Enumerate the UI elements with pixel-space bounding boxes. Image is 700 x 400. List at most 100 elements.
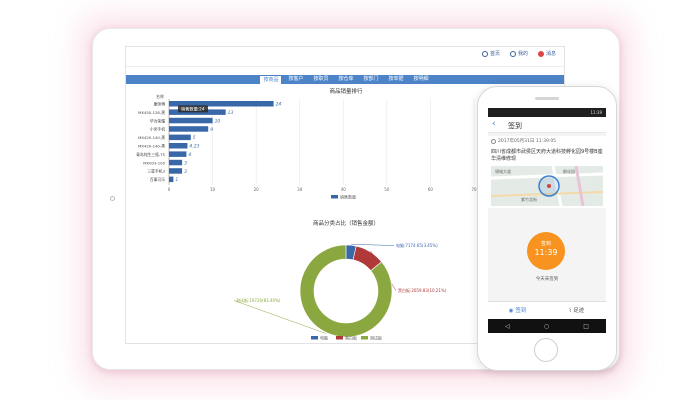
- nav-tab-4[interactable]: 按部门: [363, 76, 379, 82]
- top-links: 首页 我的 消息: [481, 50, 556, 57]
- category-label: MX420-140-黑: [138, 144, 165, 149]
- category-label: 青岛纯生三瓶-TS: [136, 152, 165, 157]
- bar-value-label: 1: [175, 177, 178, 183]
- x-tick-label: 0: [168, 187, 171, 192]
- x-tick-label: 70: [471, 187, 477, 192]
- nav-back-icon[interactable]: ◁: [505, 322, 510, 330]
- map-graphic: 锦城大道 孵化园 紫竹北街: [491, 166, 603, 206]
- checkin-card: 2017年05月31日 11:39:05 四川省成都市武侯区天府大道科技孵化园9…: [488, 136, 606, 208]
- tablet-topbar: 首页 我的 消息: [126, 47, 564, 67]
- bar[interactable]: [169, 126, 209, 132]
- bar-value-label: 4.23: [189, 144, 199, 150]
- bar[interactable]: [169, 176, 174, 183]
- bar-value-label: 5: [193, 135, 196, 141]
- pie-slice-label: 测试板:19720(83.40%): [236, 297, 281, 303]
- phone-status-bar: 11:39: [488, 108, 606, 117]
- top-link-1[interactable]: 我的: [509, 50, 528, 57]
- category-label: MX450-128-黑: [138, 110, 165, 115]
- bar-legend-swatch: [331, 195, 338, 199]
- pie-legend-swatch: [361, 336, 368, 340]
- pie-legend-swatch: [336, 336, 343, 340]
- top-link-label: 我的: [517, 51, 528, 57]
- nav-tab-5[interactable]: 按单据: [388, 76, 404, 82]
- tab-checkin-label: 签到: [515, 308, 527, 314]
- pie-label-line: [233, 300, 326, 334]
- x-tick-label: 50: [384, 187, 390, 192]
- x-tick-label: 10: [210, 187, 216, 192]
- category-share-chart: 商品分类占比（销售金额） 电脑:7174.65(3.45%) 黑白板:2059.83…: [233, 219, 447, 340]
- pie-legend-swatch: [311, 336, 318, 340]
- top-link-label: 消息: [545, 51, 556, 57]
- top-link-2[interactable]: 消息: [537, 50, 556, 57]
- location-map[interactable]: 锦城大道 孵化园 紫竹北街: [491, 166, 603, 206]
- x-tick-label: 60: [428, 187, 434, 192]
- category-label: 百事可乐: [150, 177, 165, 182]
- android-nav-bar: ◁ ○ □: [488, 319, 606, 333]
- bar-tooltip-text: 销售数量:24: [181, 105, 205, 112]
- bar-value-label: 10: [215, 118, 221, 124]
- x-tick-label: 30: [297, 187, 303, 192]
- phone-header: ‹ 签到: [488, 117, 606, 133]
- map-label-1: 锦城大道: [495, 168, 511, 174]
- tablet-camera: [110, 196, 115, 201]
- user-icon: [509, 50, 516, 57]
- pie-slice-label: 黑白板:2059.83(10.21%): [398, 287, 447, 293]
- nav-tab-6[interactable]: 按明细: [413, 76, 429, 82]
- checkin-button[interactable]: 签到 11:39: [527, 232, 565, 270]
- nav-home-icon[interactable]: ○: [543, 322, 550, 330]
- bar[interactable]: [169, 117, 213, 124]
- bar-chart-title: 商品销量排行: [329, 87, 363, 95]
- bar-value-label: 4: [188, 152, 191, 158]
- phone-tabbar: ◉ 签到 ⌇ 足迹: [488, 301, 606, 319]
- bar-legend-label: 销售数量: [340, 193, 356, 199]
- category-label: 三星手机3: [147, 169, 165, 174]
- phone-title: 签到: [508, 122, 522, 130]
- datetime-text: 2017年05月31日 11:39:05: [498, 139, 557, 144]
- bar[interactable]: [169, 143, 188, 149]
- pie-legend-label: 黑白板: [345, 334, 357, 340]
- checkin-datetime: 2017年05月31日 11:39:05: [491, 138, 603, 144]
- bell-icon: [537, 50, 544, 57]
- pie-slice-label: 电脑:7174.65(3.45%): [396, 242, 438, 248]
- nav-tab-2[interactable]: 按职员: [313, 76, 329, 82]
- bar[interactable]: [169, 159, 183, 166]
- category-label: MX420-140-黑: [138, 135, 165, 140]
- pie-chart-title: 商品分类占比（销售金额）: [313, 219, 379, 227]
- pie-legend-label: 测试板: [370, 334, 382, 340]
- tab-footprint[interactable]: ⌇ 足迹: [568, 308, 585, 314]
- phone-speaker: [535, 97, 559, 100]
- bar[interactable]: [169, 168, 183, 174]
- top-link-label: 首页: [489, 51, 500, 57]
- back-icon[interactable]: ‹: [492, 119, 496, 129]
- nav-tab-1[interactable]: 按客户: [288, 76, 304, 82]
- map-label-3: 紫竹北街: [521, 196, 537, 202]
- status-time: 11:39: [590, 110, 602, 115]
- bar[interactable]: [169, 134, 191, 141]
- phone-screen: 11:39 ‹ 签到 2017年05月31日 11:39:05 四川省成都市武侯…: [488, 108, 606, 333]
- top-link-0[interactable]: 首页: [481, 50, 500, 57]
- nav-tab-0[interactable]: 按商品: [260, 76, 282, 84]
- x-tick-label: 20: [254, 187, 260, 192]
- tab-checkin[interactable]: ◉ 签到: [508, 308, 527, 314]
- clock-icon: [491, 138, 496, 144]
- checkin-note: 今天未签到: [535, 277, 559, 282]
- pie-slice[interactable]: [299, 244, 393, 338]
- category-label: 康帅傅: [154, 102, 166, 107]
- nav-recent-icon[interactable]: □: [583, 322, 589, 330]
- nav-tab-3[interactable]: 按仓库: [338, 76, 354, 82]
- bar[interactable]: [169, 151, 187, 157]
- bar[interactable]: [169, 101, 274, 107]
- home-icon: [481, 50, 488, 57]
- report-nav: 按商品 按客户 按职员 按仓库 按部门 按单据 按明细: [126, 75, 564, 84]
- checkin-address: 四川省成都市武侯区天府大道科技孵化园9号楼B座华清维修现: [491, 149, 603, 162]
- checkin-button-time: 11:39: [534, 248, 558, 257]
- tab-footprint-label: 足迹: [573, 308, 585, 314]
- bar-value-label: 24: [276, 102, 282, 108]
- map-label-2: 孵化园: [563, 168, 575, 174]
- category-label: 小米手机: [150, 127, 165, 132]
- bar-value-label: 13: [228, 110, 234, 116]
- phone-home-button[interactable]: [534, 338, 558, 362]
- category-label: 华为荣耀: [150, 118, 165, 123]
